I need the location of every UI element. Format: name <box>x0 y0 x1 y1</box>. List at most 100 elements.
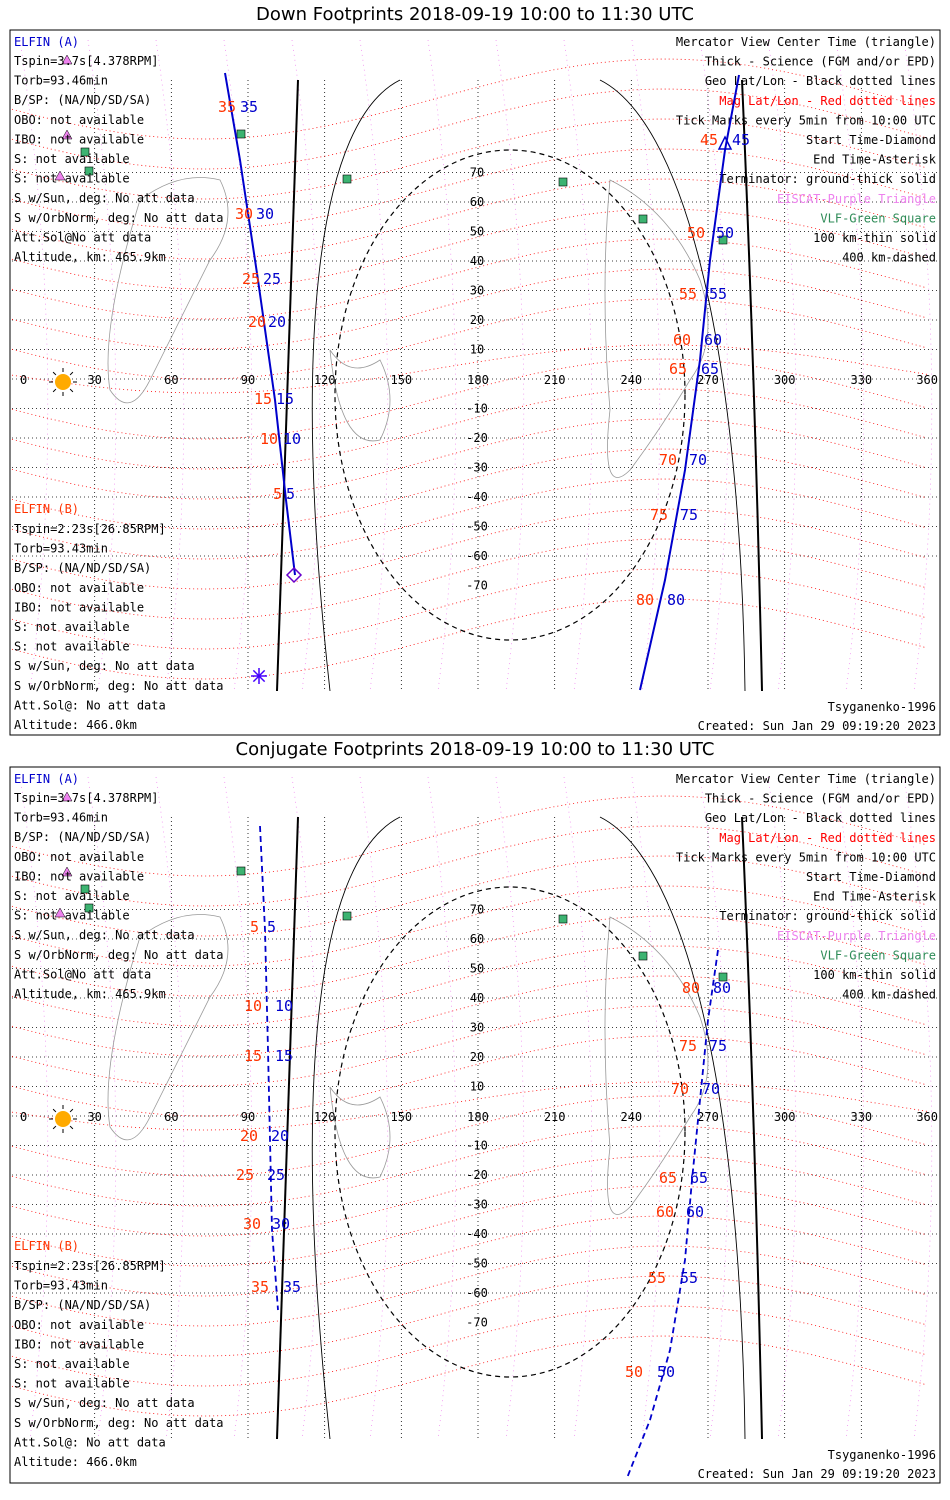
sun-ray <box>69 388 74 393</box>
y-tick-label: 40 <box>470 254 484 268</box>
sun-disc <box>55 374 71 390</box>
elfin-a-tick-mag: 5 <box>273 485 282 503</box>
x-tick-label: 90 <box>241 1110 255 1124</box>
elfin-a-info-line: IBO: not available <box>14 869 144 883</box>
legend-entry: Mag Lat/Lon - Red dotted lines <box>719 831 936 845</box>
coastline <box>107 177 229 404</box>
legend-entry: Start Time-Diamond <box>806 870 936 884</box>
elfin-b-tick-mag: 45 <box>700 131 718 149</box>
legend-entry: Start Time-Diamond <box>806 133 936 147</box>
elfin-a-tick-mag: 20 <box>248 313 266 331</box>
y-tick-label: -50 <box>466 1257 488 1271</box>
terminator-west <box>276 79 299 692</box>
x-tick-label: 270 <box>697 373 719 387</box>
sun-ray <box>69 371 74 376</box>
sun-icon <box>49 1105 77 1133</box>
x-tick-label: 300 <box>774 1110 796 1124</box>
elfin-b-info-line: S w/OrbNorm, deg: No att data <box>14 1416 224 1430</box>
legend-entry: Thick - Science (FGM and/or EPD) <box>705 55 936 69</box>
elfin-b-info-line: IBO: not available <box>14 600 144 614</box>
100km-terminator-east <box>599 816 746 1440</box>
y-tick-label: -40 <box>466 1227 488 1241</box>
elfin-a-tick-mag: 35 <box>218 98 236 116</box>
elfin-a-info-line: Att.Sol@No att data <box>14 230 151 244</box>
legend-entry: 100 km-thin solid <box>813 968 936 982</box>
legend-entry: VLF-Green Square <box>820 948 936 962</box>
mag-latitude-line <box>11 344 928 394</box>
elfin-b-info-line: IBO: not available <box>14 1337 144 1351</box>
elfin-b-tick-mag: 50 <box>625 1363 643 1381</box>
elfin-b-tick-mag: 75 <box>679 1037 697 1055</box>
sun-ray <box>69 1108 74 1113</box>
x-tick-label: 60 <box>164 1110 178 1124</box>
elfin-a-info-line: Altitude, km: 465.9km <box>14 987 166 1001</box>
x-tick-label: 120 <box>314 373 336 387</box>
elfin-a-title: ELFIN (A) <box>14 35 79 49</box>
elfin-a-info-line: IBO: not available <box>14 132 144 146</box>
elfin-b-info-line: S: not available <box>14 1377 130 1391</box>
x-tick-label: 150 <box>390 373 412 387</box>
100km-terminator-east <box>599 79 746 692</box>
elfin-b-tick-mag: 60 <box>673 331 691 349</box>
legend-entry: Mercator View Center Time (triangle) <box>676 772 936 786</box>
panel-1: 0 30 60 90 120 150 180 210 240 270 300 330 360 70 60 50… <box>9 29 941 736</box>
elfin-a-info-line: Torb=93.46min <box>14 811 108 825</box>
coastline <box>604 916 709 1215</box>
center-time-triangle <box>717 135 733 150</box>
y-tick-label: -60 <box>466 1286 488 1300</box>
sun-ray <box>52 1108 57 1113</box>
elfin-b-info-line: B/SP: (NA/ND/SD/SA) <box>14 561 151 575</box>
elfin-b-info-line: S w/OrbNorm, deg: No att data <box>14 679 224 693</box>
elfin-b-info-line: B/SP: (NA/ND/SD/SA) <box>14 1298 151 1312</box>
elfin-a-info-line: B/SP: (NA/ND/SD/SA) <box>14 93 151 107</box>
elfin-b-tick-time: 65 <box>690 1169 708 1187</box>
elfin-b-info-line: Att.Sol@: No att data <box>14 698 166 712</box>
mag-meridian <box>19 39 49 692</box>
elfin-b-info-line: S: not available <box>14 1357 130 1371</box>
vlf-square <box>236 129 246 139</box>
legend-entry: 100 km-thin solid <box>813 231 936 245</box>
y-tick-label: 20 <box>470 313 484 327</box>
elfin-a-tick-time: 35 <box>283 1278 301 1296</box>
elfin-a-tick-time: 15 <box>276 390 294 408</box>
elfin-b-conjugate-track <box>626 949 719 1479</box>
elfin-a-tick-mag: 15 <box>254 390 272 408</box>
vlf-square <box>80 147 90 157</box>
x-tick-label: 180 <box>467 1110 489 1124</box>
mag-meridian <box>359 39 389 692</box>
elfin-b-tick-time: 65 <box>701 360 719 378</box>
panel-2-title: Conjugate Footprints 2018-09-19 10:00 to… <box>235 739 715 760</box>
elfin-a-info-line: S w/OrbNorm, deg: No att data <box>14 211 224 225</box>
elfin-b-tick-time: 45 <box>732 131 750 149</box>
elfin-b-tick-mag: 80 <box>636 591 654 609</box>
x-tick-label: 300 <box>774 373 796 387</box>
elfin-a-title: ELFIN (A) <box>14 772 79 786</box>
elfin-a-info-line: S: not available <box>14 172 130 186</box>
elfin-a-tick-time: 10 <box>283 430 301 448</box>
elfin-a-track <box>224 72 296 576</box>
y-tick-label: 60 <box>470 932 484 946</box>
elfin-a-info-line: S w/Sun, deg: No att data <box>14 928 195 942</box>
y-tick-label: -40 <box>466 490 488 504</box>
legend-entry: EISCAT-Purple Triangle <box>777 929 936 943</box>
elfin-a-tick-time: 35 <box>240 98 258 116</box>
elfin-a-tick-mag: 10 <box>244 997 262 1015</box>
y-tick-label: -50 <box>466 520 488 534</box>
sun-ray <box>52 388 57 393</box>
legend-entry: 400 km-dashed <box>842 251 936 265</box>
mag-meridian <box>155 39 185 692</box>
elfin-b-info-line: S w/Sun, deg: No att data <box>14 659 195 673</box>
legend-entry: Geo Lat/Lon - Black dotted lines <box>705 74 936 88</box>
elfin-b-info-line: Altitude: 466.0km <box>14 718 137 732</box>
y-tick-label: -60 <box>466 549 488 563</box>
start-time-diamond <box>285 566 303 584</box>
elfin-b-info-line: Att.Sol@: No att data <box>14 1435 166 1449</box>
100km-terminator-west <box>311 816 401 1440</box>
coastline <box>329 1086 391 1179</box>
x-tick-label: 210 <box>544 373 566 387</box>
elfin-b-tick-time: 75 <box>680 506 698 524</box>
elfin-b-tick-mag: 80 <box>682 979 700 997</box>
vlf-square <box>638 214 648 224</box>
elfin-a-info-line: S w/OrbNorm, deg: No att data <box>14 948 224 962</box>
elfin-b-info-line: OBO: not available <box>14 1318 144 1332</box>
